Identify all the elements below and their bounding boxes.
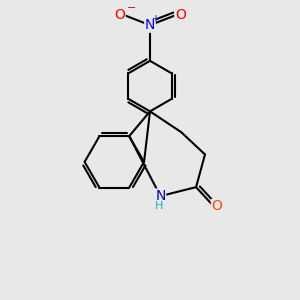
Text: O: O — [175, 8, 186, 22]
Text: O: O — [114, 8, 125, 22]
Text: N: N — [145, 18, 155, 32]
Text: +: + — [151, 14, 159, 24]
Text: O: O — [212, 200, 222, 214]
Text: −: − — [127, 3, 136, 13]
Text: N: N — [155, 189, 166, 203]
Text: H: H — [155, 201, 163, 211]
